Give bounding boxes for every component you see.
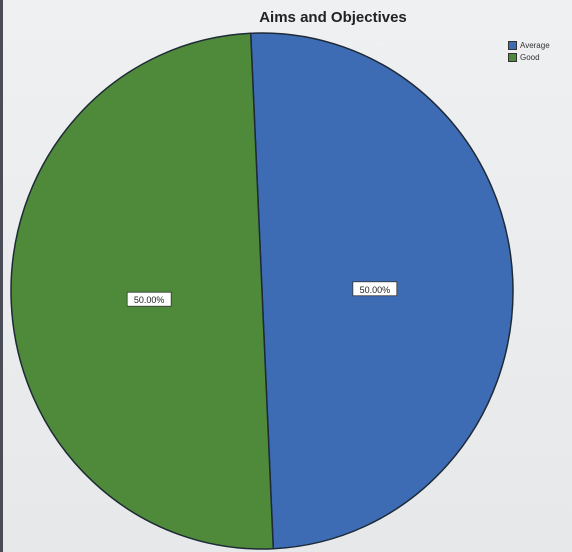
pie-data-labels: 50.00% 50.00% <box>126 281 398 307</box>
data-label-text: 50.00% <box>360 285 391 295</box>
legend-item-good: Good <box>508 51 550 63</box>
pie-slices <box>10 32 514 550</box>
data-label-box <box>126 291 172 307</box>
legend-label-average: Average <box>520 40 550 50</box>
data-label-box <box>352 281 398 297</box>
window-edge <box>0 0 3 552</box>
legend-swatch-good <box>508 52 517 62</box>
legend-swatch-average <box>508 40 517 50</box>
chart-title: Aims and Objectives <box>259 9 407 26</box>
data-label-good: 50.00% <box>126 291 172 307</box>
data-label-text: 50.00% <box>134 295 165 305</box>
pie-slice-good <box>10 32 275 550</box>
legend-label-good: Good <box>520 52 540 62</box>
legend-item-average: Average <box>508 39 550 51</box>
chart-legend: Average Good <box>508 39 550 63</box>
data-label-average: 50.00% <box>352 281 398 297</box>
